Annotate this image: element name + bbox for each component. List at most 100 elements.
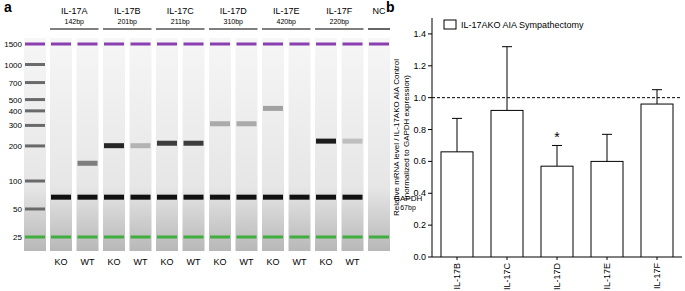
y-tick [428,129,432,130]
lower-marker [157,236,177,239]
nc-bracket [368,28,390,29]
lane [262,38,284,251]
gene-label: IL-17E [273,6,300,16]
lane [130,38,152,251]
lane-label: KO [213,257,226,267]
ladder-label: 100 [9,177,23,186]
ladder-label: 1500 [4,40,22,49]
error-stem [557,145,558,166]
target-band [104,143,124,148]
upper-marker [157,43,177,46]
y-tick [428,33,432,34]
lane-label: WT [240,257,254,267]
lane-label: KO [54,257,67,267]
lane [103,38,125,251]
upper-marker [369,43,389,46]
upper-marker [51,43,71,46]
y-tick [428,97,432,98]
ladder-label: 1000 [4,61,22,70]
y-tick-label: 1.4 [413,29,426,39]
ladder-label: 700 [9,79,23,88]
size-label: 420bp [277,18,297,26]
ladder-label: 200 [9,142,23,151]
gapdh-band [263,195,283,200]
lower-marker [369,236,389,239]
bar [491,110,523,257]
y-tick-label: 0.0 [413,252,426,262]
lane [342,38,364,251]
x-tick [507,257,508,260]
lane [236,38,258,251]
gene-bracket [262,28,311,29]
size-label: 201bp [118,18,138,26]
ladder-band [25,63,45,66]
error-bar [502,47,512,111]
upper-marker [316,43,336,46]
lane-label: KO [160,257,173,267]
x-tick-label: IL-17E [602,263,612,290]
target-band [316,139,336,144]
target-band [263,106,283,111]
lane-label: KO [266,257,279,267]
size-label: 310bp [224,18,244,26]
gapdh-band [237,195,257,200]
lower-marker [237,236,257,239]
lower-marker [51,236,71,239]
lower-marker [78,236,98,239]
upper-marker [131,43,151,46]
x-tick-label: IL-17C [502,263,512,291]
legend-swatch [444,20,456,29]
panel-label: a [4,0,12,15]
lane-label: KO [107,257,120,267]
legend-label: IL-17AKO AIA Sympathectomy [461,20,584,30]
upper-marker [263,43,283,46]
lower-marker [263,236,283,239]
x-tick-label: IL-17D [552,263,562,291]
gapdh-band [343,195,363,200]
lane [50,38,72,251]
ladder-label: 400 [9,107,23,116]
target-band [78,161,98,166]
gapdh-band [184,195,204,200]
y-tick-label: 0.4 [413,188,426,198]
gapdh-band [316,195,336,200]
y-tick-label: 0.8 [413,125,426,135]
gapdh-band [210,195,230,200]
lane [209,38,231,251]
error-cap [502,46,512,47]
y-tick-label: 1.2 [413,61,426,71]
lane [315,38,337,251]
lane [156,38,178,251]
y-tick [428,225,432,226]
ladder-band [25,43,45,46]
error-bar [652,90,662,104]
x-tick-label: IL-17B [452,263,462,290]
gapdh-band [157,195,177,200]
gapdh-band [104,195,124,200]
error-stem [657,90,658,104]
lane [77,38,99,251]
error-cap [652,89,662,90]
ladder-label: 300 [9,121,23,130]
target-band [51,161,71,166]
ladder-band [25,81,45,84]
gene-bracket [209,28,258,29]
target-band [184,141,204,146]
x-tick [607,257,608,260]
target-band [131,143,151,148]
upper-marker [290,43,310,46]
lower-marker [104,236,124,239]
upper-marker [237,43,257,46]
y-tick-label: 0.2 [413,220,426,230]
upper-marker [343,43,363,46]
y-axis-label: Relative mRNA level / IL-17AKO AIA Contr… [392,59,401,216]
lower-marker [290,236,310,239]
error-cap [602,134,612,135]
size-label: 142bp [65,18,85,26]
lane-label: KO [319,257,332,267]
gapdh-band [290,195,310,200]
ladder-lane [24,38,46,251]
x-tick-label: IL-17F [652,263,662,290]
y-axis-label: (normalized to GAPDH expression) [402,75,411,200]
error-bar [552,145,562,166]
